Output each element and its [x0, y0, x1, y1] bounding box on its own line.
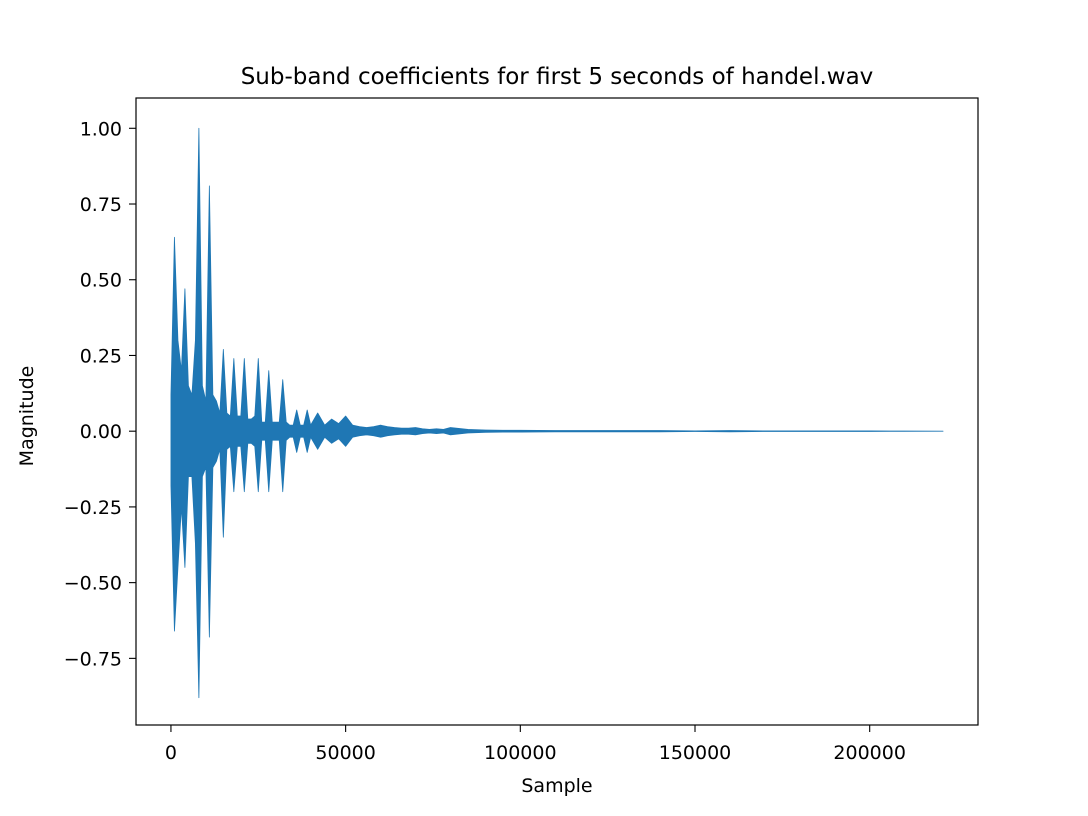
plot-area: [170, 127, 944, 699]
x-axis: 0 50000 100000 150000 200000: [165, 725, 906, 764]
y-tick-label: 0.25: [80, 345, 122, 367]
y-tick-label: 0.75: [80, 194, 122, 216]
waveform-series-0: [170, 127, 944, 699]
y-tick-label: −0.75: [64, 648, 122, 670]
x-tick-label: 50000: [315, 742, 375, 764]
x-tick-label: 200000: [833, 742, 906, 764]
y-tick-label: 1.00: [80, 118, 122, 140]
y-axis: 1.00 0.75 0.50 0.25 0.00 −0.25 −0.50 −0.75: [64, 118, 136, 670]
x-axis-label: Sample: [521, 775, 592, 797]
x-tick-label: 150000: [659, 742, 732, 764]
x-tick-label: 0: [165, 742, 177, 764]
y-axis-label: Magnitude: [16, 366, 38, 467]
chart-title: Sub-band coefficients for first 5 second…: [241, 64, 874, 90]
y-tick-label: −0.25: [64, 497, 122, 519]
y-tick-label: 0.50: [80, 270, 122, 292]
x-tick-label: 100000: [484, 742, 557, 764]
plot-frame: [135, 97, 979, 726]
y-tick-label: −0.50: [64, 573, 122, 595]
y-tick-label: 0.00: [80, 421, 122, 443]
